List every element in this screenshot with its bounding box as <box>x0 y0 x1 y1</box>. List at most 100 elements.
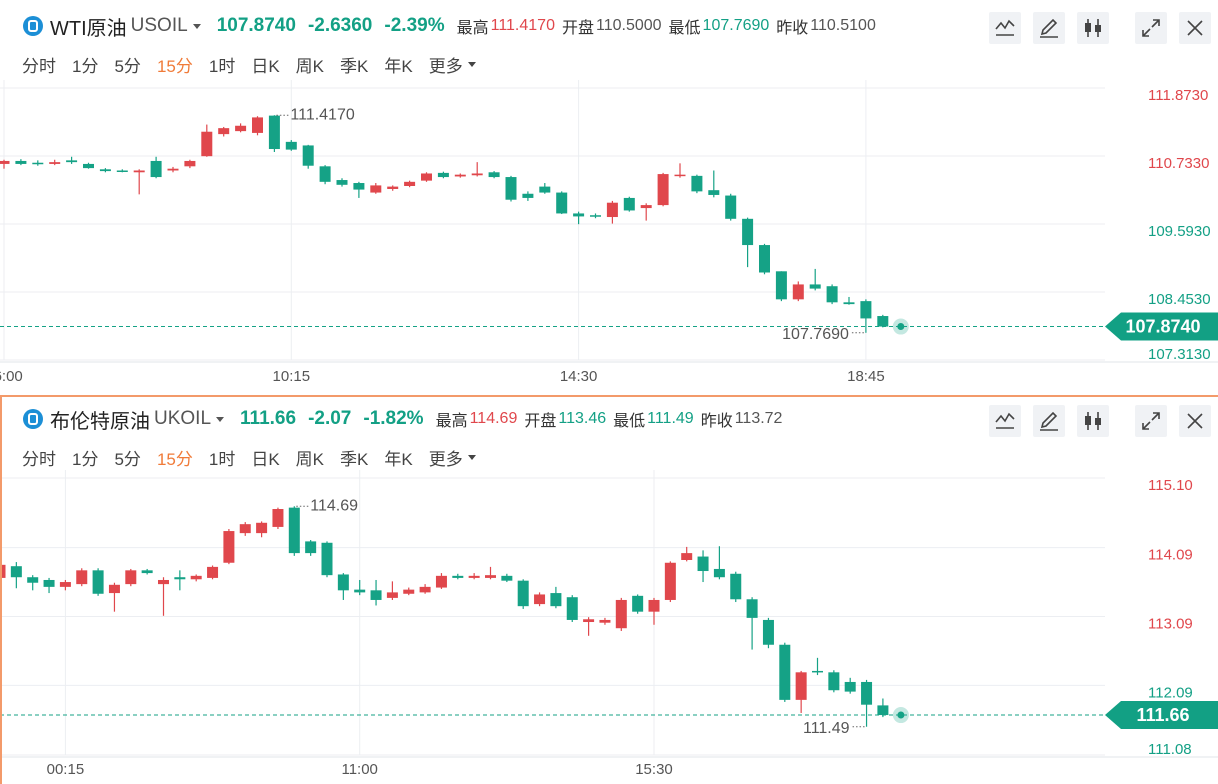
candle-body <box>288 507 300 554</box>
timeframe-tabs: 分时 1分 5分 15分 1时 日K 周K 季K 年K 更多 <box>22 52 478 76</box>
toolbar-button[interactable] <box>989 405 1021 437</box>
candle-body <box>10 566 22 578</box>
candlestick-chart: 111.8730 110.7330 109.5930 108.4530 107.3130… <box>0 80 1218 385</box>
timeframe-tab[interactable]: 年K <box>384 56 413 76</box>
caret <box>192 24 201 29</box>
price-change-pct: -1.82% <box>363 408 424 429</box>
timeframe-tab[interactable]: 周K <box>295 449 325 469</box>
caret-shape <box>192 24 201 29</box>
caret-shape <box>467 455 476 460</box>
timeframe-tab[interactable]: 更多 <box>428 449 463 469</box>
y-tick-label: 115.10 <box>1148 477 1193 494</box>
chart-panel: 布伦特原油 UKOIL 111.66 -2.07 -1.82% 最高 114.69 开盘 113… <box>0 397 1218 784</box>
candle-body <box>468 575 480 578</box>
timeframe-tab[interactable]: 日K <box>251 449 280 469</box>
candlestick-chart: 115.10 114.09 113.09 112.09 111.08 00:15 11:00… <box>0 470 1218 778</box>
candle-body <box>239 524 251 534</box>
icon-line <box>995 19 1015 36</box>
icon-candle <box>1095 25 1101 32</box>
timeframe-tab[interactable]: 5分 <box>114 449 141 469</box>
timeframe-tab[interactable]: 15分 <box>156 56 193 76</box>
candle-body <box>664 562 676 600</box>
icon-expand <box>1142 19 1160 37</box>
timeframe-tab[interactable]: 1时 <box>208 56 236 76</box>
x-tick-label: 15:30 <box>635 761 673 778</box>
candle-body <box>573 213 585 217</box>
timeframe-tab[interactable]: 5分 <box>114 56 141 76</box>
timeframe-tab[interactable]: 分时 <box>22 56 56 76</box>
candle-body <box>32 162 44 165</box>
timeframe-tab[interactable]: 季K <box>340 56 369 76</box>
timeframe-tab[interactable]: 更多 <box>428 56 463 76</box>
candle-body <box>501 575 513 581</box>
candle-body <box>556 192 568 214</box>
candle-body <box>421 173 432 181</box>
toolbar-button[interactable] <box>1077 405 1109 437</box>
candle-body <box>681 553 693 560</box>
button-icon <box>995 412 1015 429</box>
timeframe-tab[interactable]: 1分 <box>72 56 99 76</box>
price-change-pct: -2.39% <box>384 15 445 36</box>
candle-body <box>615 599 627 629</box>
timeframe-tab[interactable]: 1时 <box>208 449 236 469</box>
instrument-name: 布伦特原油 <box>50 410 150 433</box>
timeframe-tab[interactable]: 季K <box>340 449 369 469</box>
candle-body <box>108 584 120 594</box>
y-tick-label: 109.5930 <box>1148 223 1211 240</box>
candle-body <box>708 190 720 195</box>
stat-label: 最低 <box>668 20 701 37</box>
candle-body <box>640 205 652 209</box>
stat-label: 开盘 <box>524 413 557 430</box>
timeframe-tab[interactable]: 日K <box>251 56 280 76</box>
candle-body <box>826 286 838 303</box>
timeframe-tab[interactable]: 1分 <box>72 449 99 469</box>
toolbar-button[interactable] <box>1179 405 1211 437</box>
candle-body <box>691 175 703 192</box>
candle-body <box>59 582 71 587</box>
timeframe-tab[interactable]: 15分 <box>156 449 193 469</box>
y-tick-label: 108.4530 <box>1148 291 1211 308</box>
toolbar-button[interactable] <box>1033 12 1065 44</box>
last-price-dot <box>897 711 905 719</box>
toolbar-button[interactable] <box>1077 12 1109 44</box>
candle-body <box>488 172 500 178</box>
candle-body <box>730 573 742 600</box>
toolbar-button[interactable] <box>1179 12 1211 44</box>
instrument-symbol[interactable]: USOIL <box>130 15 188 36</box>
candle-body <box>844 681 856 692</box>
stat-label: 开盘 <box>561 20 594 37</box>
stat-value: 113.46 <box>558 410 607 427</box>
timeframe-tab[interactable]: 周K <box>295 56 325 76</box>
candle-body <box>517 580 529 607</box>
x-tick-label: 00:15 <box>47 761 85 778</box>
toolbar-button[interactable] <box>1033 405 1065 437</box>
stat-value: 114.69 <box>469 410 518 427</box>
candle-body <box>321 542 333 576</box>
low-label: 107.7690 <box>782 326 849 343</box>
stat-label: 最高 <box>456 20 489 37</box>
toolbar-button[interactable] <box>989 12 1021 44</box>
timeframe-tab[interactable]: 分时 <box>22 449 56 469</box>
stat-label: 昨收 <box>776 20 809 37</box>
icon-close <box>1187 20 1203 36</box>
candle-body <box>566 597 578 620</box>
candle-body <box>252 117 263 133</box>
candle-body <box>599 619 611 623</box>
candle-body <box>697 556 709 572</box>
candle-body <box>190 575 202 580</box>
toolbar-button[interactable] <box>1135 405 1167 437</box>
candle-body <box>861 681 873 705</box>
candle-body <box>66 160 78 163</box>
candle-body <box>305 541 317 554</box>
candle-body <box>404 181 416 187</box>
candle-body <box>725 195 737 219</box>
timeframe-tab[interactable]: 年K <box>384 449 413 469</box>
candle-body <box>452 575 464 578</box>
candle-body <box>860 301 872 319</box>
candle-body <box>15 160 27 164</box>
toolbar-button[interactable] <box>1135 12 1167 44</box>
instrument-symbol[interactable]: UKOIL <box>154 408 212 429</box>
candle-body <box>387 186 399 189</box>
candle-body <box>674 174 686 177</box>
